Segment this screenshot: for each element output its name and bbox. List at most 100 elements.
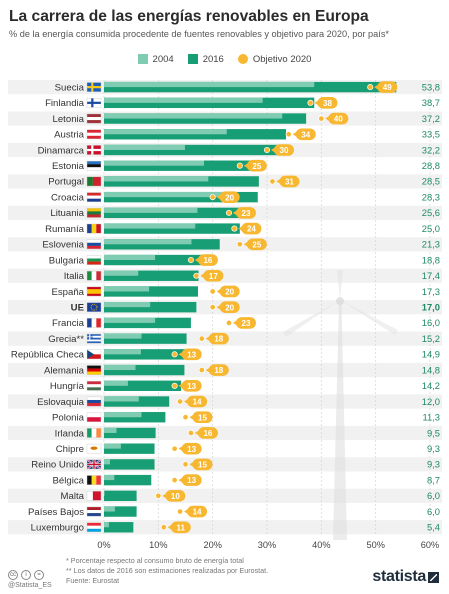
country-label: Grecia** xyxy=(48,334,84,345)
flag-paises-bajos-icon xyxy=(86,506,102,517)
flag-stripe xyxy=(87,341,101,344)
flag-stripe xyxy=(87,339,101,342)
target-value-label: 25 xyxy=(252,162,261,171)
flag-stripe xyxy=(87,334,101,336)
country-label: Bulgaria xyxy=(49,255,85,266)
target-dot xyxy=(307,99,314,106)
target-dot xyxy=(367,84,374,91)
country-label: Países Bajos xyxy=(28,507,84,518)
flag-stripe xyxy=(87,129,101,133)
flag-stripe xyxy=(87,198,101,202)
target-value-label: 18 xyxy=(214,366,223,375)
value-label: 28,5 xyxy=(422,176,440,187)
flag-border xyxy=(86,443,102,454)
target-dot xyxy=(193,272,200,279)
target-dot xyxy=(209,288,216,295)
flag-stripe xyxy=(87,176,93,187)
bar-2004 xyxy=(104,81,315,88)
statista-logo-icon xyxy=(428,571,439,583)
bar-2016 xyxy=(104,286,198,297)
flag-field xyxy=(87,302,101,312)
flag-grecia-icon xyxy=(86,333,102,344)
turbine-tower xyxy=(333,303,347,540)
footnotes: * Porcentaje respecto al consumo bruto d… xyxy=(66,556,268,586)
country-label: Rumanía xyxy=(45,224,85,235)
flag-bulgaria-icon xyxy=(86,255,102,265)
country-label: UE xyxy=(71,302,85,313)
flag-stripe xyxy=(87,399,101,404)
country-label: Chipre xyxy=(56,444,84,455)
target-pill xyxy=(328,112,349,125)
flag-border xyxy=(86,396,102,407)
country-label: Dinamarca xyxy=(38,145,85,156)
flag-border xyxy=(86,160,102,171)
flag-stripe xyxy=(87,525,101,529)
target-dot xyxy=(285,131,292,138)
flag-stripe xyxy=(87,528,101,532)
bar-2004 xyxy=(104,144,185,150)
turbine-blade xyxy=(337,270,343,300)
target-pill xyxy=(219,285,240,298)
flag-stripe xyxy=(87,161,101,165)
flag-border xyxy=(86,176,102,187)
flag-letonia-icon xyxy=(86,113,102,124)
legend-item-target: Objetivo 2020 xyxy=(237,53,312,65)
flag-lituania-icon xyxy=(86,208,102,218)
target-pill-pointer xyxy=(205,336,210,342)
flag-border xyxy=(86,318,102,328)
bar-2016 xyxy=(104,490,137,502)
flag-stripe xyxy=(91,223,97,234)
flag-border xyxy=(86,255,102,265)
target-value-label: 24 xyxy=(247,225,256,234)
target-value-label: 23 xyxy=(242,209,251,218)
x-tick-label: 20% xyxy=(203,540,221,550)
flag-stars xyxy=(90,303,98,311)
flag-stripe xyxy=(91,428,97,438)
target-pill xyxy=(181,348,202,361)
flag-stripe xyxy=(96,223,102,234)
value-label: 14,2 xyxy=(422,380,440,391)
flag-stripe xyxy=(87,387,101,391)
flag-stripe xyxy=(87,211,101,215)
flag-stripe xyxy=(87,510,101,514)
target-value-label: 13 xyxy=(187,445,196,454)
target-pill xyxy=(279,175,300,188)
target-pill-pointer xyxy=(194,257,199,263)
country-label: Eslovenia xyxy=(42,240,84,251)
flag-stripe xyxy=(87,135,101,139)
bar-2004 xyxy=(104,427,117,433)
statista-logo-text: statista xyxy=(372,568,426,585)
target-value-label: 31 xyxy=(285,178,294,187)
target-pill-pointer xyxy=(184,399,188,405)
flag-stripe xyxy=(87,192,101,196)
flag-border xyxy=(86,192,102,202)
flag-stripe xyxy=(87,261,101,265)
flag-stripe xyxy=(87,164,101,168)
target-value-label: 34 xyxy=(301,130,310,139)
target-pill xyxy=(295,128,316,141)
flag-stripe xyxy=(87,132,101,136)
target-value-label: 23 xyxy=(242,319,251,328)
target-value-label: 20 xyxy=(225,303,234,312)
country-label: Croacia xyxy=(51,192,85,203)
flag-hungria-icon xyxy=(86,380,102,391)
bar-2016 xyxy=(104,97,315,109)
bar-2004 xyxy=(104,380,128,386)
x-tick-label: 0% xyxy=(97,540,110,550)
flag-stripe xyxy=(87,403,101,407)
statista-logo[interactable]: statista xyxy=(372,568,439,586)
x-tick-label: 10% xyxy=(149,540,167,550)
target-dot xyxy=(236,241,243,248)
flag-cross xyxy=(87,86,101,89)
flag-border xyxy=(86,208,102,218)
bar-2016 xyxy=(104,459,155,470)
flag-irlanda-icon xyxy=(86,428,102,438)
legend-label-target: Objetivo 2020 xyxy=(252,53,312,65)
flag-suecia-icon xyxy=(86,82,102,92)
legend-label-2016: 2016 xyxy=(202,53,224,65)
turbine-blade xyxy=(340,300,398,335)
target-dot xyxy=(160,524,167,531)
flag-border xyxy=(86,270,102,281)
target-pill xyxy=(181,442,202,455)
target-pill-pointer xyxy=(216,288,221,294)
